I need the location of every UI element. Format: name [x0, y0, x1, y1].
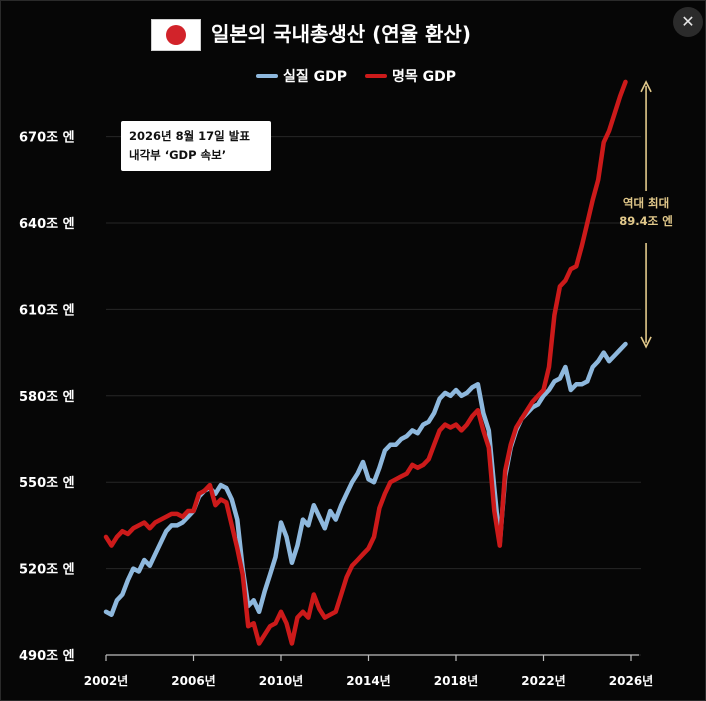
- y-tick-label: 520조 엔: [19, 562, 75, 578]
- chart-title: 일본의 국내총생산 (연율 환산): [211, 22, 471, 46]
- y-tick-label: 670조 엔: [19, 130, 75, 146]
- x-tick-label: 2022년: [521, 674, 565, 688]
- x-tick-label: 2010년: [259, 674, 303, 688]
- y-tick-label: 490조 엔: [19, 648, 75, 664]
- x-tick-label: 2006년: [171, 674, 215, 688]
- y-tick-label: 610조 엔: [19, 302, 75, 318]
- y-tick-label: 580조 엔: [19, 389, 75, 405]
- annotation-arrowhead-bottom: [640, 336, 652, 349]
- japan-flag-icon: [151, 19, 201, 51]
- legend-item-nominal: 명목 GDP: [365, 66, 456, 86]
- legend-label-real: 실질 GDP: [283, 69, 348, 85]
- x-tick-label: 2026년: [609, 674, 653, 688]
- close-button[interactable]: ✕: [673, 7, 703, 37]
- legend-swatch-nominal: [365, 74, 388, 78]
- flag-red-disc: [166, 25, 186, 45]
- close-icon: ✕: [681, 12, 695, 31]
- x-tick-label: 2018년: [434, 674, 478, 688]
- y-tick-label: 550조 엔: [19, 475, 75, 491]
- series-line-real-gdp: [103, 341, 628, 617]
- x-tick-label: 2014년: [346, 674, 390, 688]
- series-line-nominal-gdp: [103, 79, 628, 646]
- x-tick-label: 2002년: [84, 674, 128, 688]
- legend: 실질 GDP 명목 GDP: [256, 65, 456, 87]
- legend-label-nominal: 명목 GDP: [392, 69, 457, 85]
- release-source: 내각부 ‘GDP 속보’: [129, 148, 227, 162]
- annotation-label-amount: 89.4조 엔: [619, 214, 673, 228]
- legend-item-real: 실질 GDP: [256, 66, 347, 86]
- annotation-arrowhead-top: [640, 80, 652, 93]
- legend-swatch-real: [256, 74, 278, 78]
- annotation-label-record: 역대 최대: [623, 196, 669, 210]
- release-date: 2026년 8월 17일 발표: [129, 129, 250, 143]
- y-tick-label: 640조 엔: [19, 216, 75, 232]
- release-info-box: 2026년 8월 17일 발표 내각부 ‘GDP 속보’: [121, 121, 271, 171]
